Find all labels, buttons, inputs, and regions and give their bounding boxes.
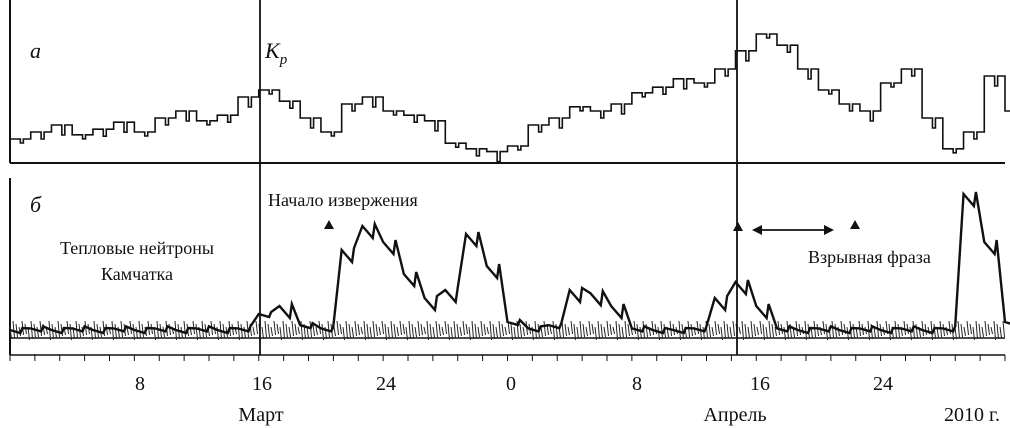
kp-label: Kp bbox=[264, 38, 288, 68]
tick-marks bbox=[9, 355, 1006, 361]
time-axis: 8 16 24 0 8 16 24 Март Апрель 2010 г. bbox=[9, 354, 1006, 426]
neutrons-title-line-1: Тепловые нейтроны bbox=[60, 238, 214, 258]
kp-label-sub: p bbox=[279, 52, 288, 68]
panel-neutrons: б Тепловые нейтроны Камчатка Начало изве… bbox=[9, 178, 1010, 355]
panel-kp: а Kp bbox=[9, 0, 1010, 164]
kp-label-main: K bbox=[264, 38, 281, 63]
tick-label-3: 24 bbox=[376, 373, 396, 395]
neutrons-title-line-2: Камчатка bbox=[101, 264, 173, 284]
month-label-march: Март bbox=[238, 404, 283, 426]
tick-label-2: 16 bbox=[252, 373, 272, 395]
explosive-phase-arrow-right-head bbox=[824, 225, 834, 235]
kp-series-line bbox=[10, 33, 1010, 163]
panel-b-label: б bbox=[30, 192, 42, 217]
tick-label-4: 0 bbox=[506, 373, 516, 395]
month-label-april: Апрель bbox=[703, 404, 766, 426]
tick-label-7: 24 bbox=[873, 373, 893, 395]
explosive-phase-label: Взрывная фраза bbox=[808, 247, 931, 267]
eruption-marker-triangle bbox=[324, 220, 334, 229]
tick-label-5: 8 bbox=[632, 373, 642, 395]
explosive-phase-arrow-left-head bbox=[752, 225, 762, 235]
year-label: 2010 г. bbox=[944, 404, 1000, 426]
neutron-series-line bbox=[9, 190, 1010, 335]
panel-a-label: а bbox=[30, 38, 41, 63]
triangle-marker-1 bbox=[733, 222, 743, 231]
eruption-label: Начало извержения bbox=[268, 190, 418, 210]
tick-label-6: 16 bbox=[750, 373, 770, 395]
triangle-marker-2 bbox=[850, 220, 860, 229]
tick-label-1: 8 bbox=[135, 373, 145, 395]
